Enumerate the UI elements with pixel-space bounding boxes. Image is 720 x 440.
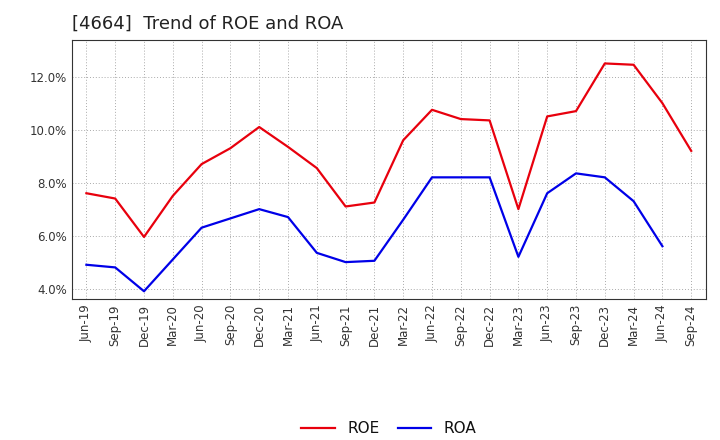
Line: ROE: ROE [86,63,691,237]
ROA [197,225,206,230]
ROE [514,206,523,212]
ROE [312,165,321,171]
ROA [572,171,580,176]
ROE [284,144,292,150]
ROE [226,146,235,151]
ROE [82,191,91,196]
ROE [485,118,494,123]
ROA [111,265,120,270]
ROA [312,250,321,256]
ROA [140,289,148,294]
ROA [456,175,465,180]
ROA [485,175,494,180]
Text: [4664]  Trend of ROE and ROA: [4664] Trend of ROE and ROA [72,15,343,33]
ROA [658,244,667,249]
ROA [370,258,379,264]
Legend: ROE, ROA: ROE, ROA [295,415,482,440]
ROA [600,175,609,180]
ROA [428,175,436,180]
ROE [687,148,696,154]
ROE [168,193,177,198]
ROE [140,235,148,240]
ROE [629,62,638,67]
Line: ROA: ROA [86,173,662,291]
ROE [456,117,465,122]
ROE [543,114,552,119]
ROE [111,196,120,201]
ROE [197,161,206,167]
ROA [514,254,523,260]
ROE [658,100,667,106]
ROA [284,214,292,220]
ROA [341,260,350,265]
ROE [600,61,609,66]
ROA [543,191,552,196]
ROE [399,138,408,143]
ROE [255,125,264,130]
ROA [82,262,91,268]
ROE [428,107,436,113]
ROA [255,206,264,212]
ROA [226,216,235,221]
ROE [341,204,350,209]
ROA [629,198,638,204]
ROA [168,257,177,262]
ROE [370,200,379,205]
ROE [572,109,580,114]
ROA [399,217,408,222]
